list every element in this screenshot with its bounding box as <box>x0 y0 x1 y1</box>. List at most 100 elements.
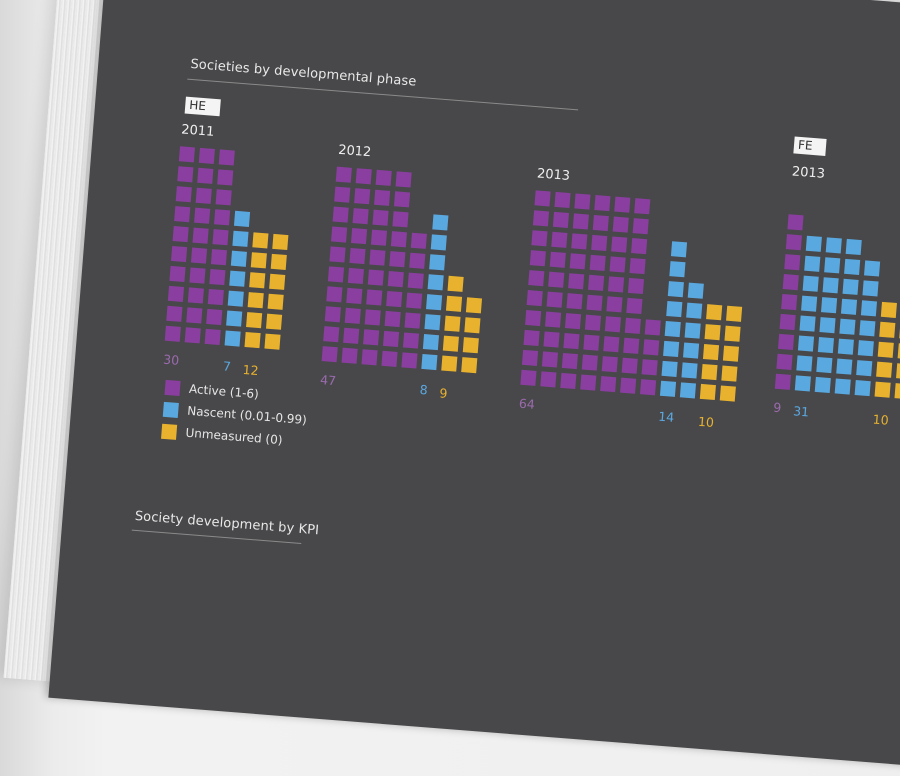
waffle-square-nascent <box>232 230 249 247</box>
waffle-square-active <box>782 274 799 291</box>
waffle-square-nascent <box>804 255 821 272</box>
waffle-square-unmeasured <box>272 233 289 251</box>
waffle-square-unmeasured <box>264 333 281 350</box>
waffle-square-active <box>407 272 424 289</box>
waffle-square-active <box>217 169 234 186</box>
waffle-square-nascent <box>825 237 842 254</box>
waffle-square-active <box>350 228 368 245</box>
waffle-square-active <box>611 236 628 253</box>
waffle-square-active <box>355 168 372 185</box>
waffle-square-unmeasured <box>721 365 738 382</box>
waffle-square-active <box>785 234 802 251</box>
waffle-square-active <box>189 267 206 284</box>
waffle-square-nascent <box>661 360 678 377</box>
waffle-square-active <box>641 359 658 376</box>
waffle-square-unmeasured <box>246 312 263 329</box>
year-label-he-2012: 2012 <box>337 142 372 161</box>
report-content: Societies by developmental phase HE FE 2… <box>48 0 900 776</box>
waffle-square-active <box>164 325 181 342</box>
count-label-active: 30 <box>162 351 180 368</box>
waffle-square-active <box>324 306 341 323</box>
waffle-square-nascent <box>834 378 851 395</box>
waffle-square-active <box>545 311 562 328</box>
waffle-square-active <box>561 352 578 370</box>
waffle-square-nascent <box>224 330 241 347</box>
waffle-square-nascent <box>421 353 438 371</box>
waffle-square-active <box>178 146 195 163</box>
waffle-square-active <box>531 230 548 247</box>
waffle-square-active <box>381 350 398 367</box>
waffle-square-unmeasured <box>249 272 266 289</box>
waffle-square-active <box>574 193 591 210</box>
legend-swatch-unmeasured <box>161 423 178 440</box>
waffle-square-active <box>175 186 192 203</box>
waffle-square-unmeasured <box>461 357 478 374</box>
waffle-square-nascent <box>797 335 815 352</box>
waffle-square-active <box>549 251 566 268</box>
waffle-square-nascent <box>817 337 834 354</box>
waffle-square-active <box>343 327 360 344</box>
waffle-square-active <box>184 327 201 344</box>
waffle-square-nascent <box>821 297 838 314</box>
waffle-square-active <box>551 231 568 248</box>
waffle-square-nascent <box>679 382 697 399</box>
waffle-square-unmeasured <box>706 304 723 321</box>
waffle-square-unmeasured <box>267 293 284 310</box>
count-label-unmeasured: 9 <box>438 385 449 402</box>
waffle-square-active <box>627 277 645 295</box>
waffle-square-unmeasured <box>270 253 287 270</box>
waffle-square-unmeasured <box>250 252 267 269</box>
waffle-square-active <box>781 293 798 311</box>
legend-swatch-nascent <box>162 401 179 418</box>
count-label-active: 9 <box>772 399 782 416</box>
waffle-square-active <box>366 289 383 306</box>
waffle-square-active <box>606 296 623 313</box>
waffle-square-nascent <box>659 380 677 397</box>
waffle-square-active <box>620 377 637 394</box>
waffle-square-active <box>367 269 384 286</box>
waffle-square-unmeasured <box>877 341 894 358</box>
waffle-square-active <box>591 234 608 252</box>
waffle-square-nascent <box>794 375 811 392</box>
waffle-square-nascent <box>819 317 836 334</box>
waffle-square-active <box>632 218 649 235</box>
waffle-square-active <box>354 188 371 205</box>
waffle-square-nascent <box>859 320 876 337</box>
waffle-square-active <box>600 376 617 393</box>
waffle-square-active <box>370 229 388 246</box>
waffle-square-nascent <box>857 340 874 357</box>
waffle-square-active <box>584 314 602 331</box>
section-title-phase: Societies by developmental phase <box>189 56 417 90</box>
waffle-square-active <box>586 294 603 311</box>
waffle-square-active <box>541 351 559 368</box>
waffle-square-active <box>186 307 203 324</box>
waffle-square-active <box>409 252 426 269</box>
waffle-square-nascent <box>226 310 243 327</box>
waffle-square-active <box>520 369 537 386</box>
waffle-square-active <box>387 271 404 288</box>
waffle-square-active <box>395 171 412 188</box>
waffle-square-active <box>352 208 369 225</box>
waffle-square-active <box>521 349 539 366</box>
waffle-square-nascent <box>799 315 816 332</box>
waffle-square-unmeasured <box>879 321 896 338</box>
count-label-nascent: 31 <box>792 403 810 420</box>
waffle-square-unmeasured <box>894 383 900 400</box>
waffle-square-active <box>779 313 796 331</box>
waffle-square-nascent <box>667 281 684 298</box>
waffle-square-nascent <box>842 278 859 295</box>
waffle-square-active <box>410 232 427 249</box>
waffle-square-active <box>543 331 560 348</box>
waffle-square-active <box>215 189 232 206</box>
waffle-square-active <box>546 291 563 308</box>
waffle-square-nascent <box>681 362 698 379</box>
waffle-square-active <box>612 216 629 233</box>
waffle-square-active <box>197 167 214 184</box>
waffle-square-active <box>560 372 577 390</box>
waffle-square-active <box>192 227 209 244</box>
waffle-square-active <box>607 276 625 293</box>
waffle-square-unmeasured <box>244 332 261 349</box>
count-label-unmeasured: 10 <box>697 413 715 431</box>
waffle-square-nascent <box>663 340 680 358</box>
count-label-nascent: 7 <box>222 358 232 374</box>
